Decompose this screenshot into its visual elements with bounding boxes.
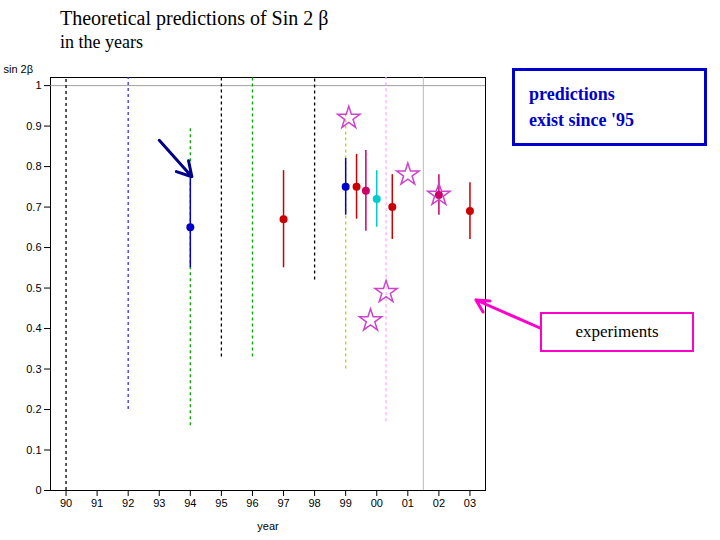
svg-text:0.7: 0.7 [26,201,41,213]
svg-text:1: 1 [35,79,41,91]
svg-text:sin 2β: sin 2β [4,63,34,75]
svg-text:97: 97 [277,497,289,509]
svg-text:91: 91 [91,497,103,509]
html-text:experiments: experiments [575,322,659,341]
svg-text:93: 93 [153,497,165,509]
svg-text:0.5: 0.5 [26,282,41,294]
svg-text:98: 98 [308,497,320,509]
svg-text:95: 95 [215,497,227,509]
html-text:Theoretical predictions of Sin: Theoretical predictions of Sin 2 β [60,7,329,29]
svg-text:year: year [257,520,279,532]
svg-text:01: 01 [402,497,414,509]
svg-text:0.1: 0.1 [26,444,41,456]
html-text:in the years: in the years [60,32,143,52]
svg-text:0.3: 0.3 [26,363,41,375]
svg-text:0.6: 0.6 [26,241,41,253]
svg-text:0.4: 0.4 [26,322,41,334]
svg-text:0: 0 [35,484,41,496]
html-text:exist since '95: exist since '95 [529,110,634,130]
svg-text:90: 90 [60,497,72,509]
svg-text:0.2: 0.2 [26,403,41,415]
svg-text:02: 02 [433,497,445,509]
html-text:predictions: predictions [529,84,615,104]
svg-text:0.8: 0.8 [26,160,41,172]
svg-text:99: 99 [340,497,352,509]
svg-text:0.9: 0.9 [26,120,41,132]
svg-text:00: 00 [371,497,383,509]
svg-text:96: 96 [246,497,258,509]
svg-text:92: 92 [122,497,134,509]
svg-text:03: 03 [464,497,476,509]
svg-text:94: 94 [184,497,196,509]
